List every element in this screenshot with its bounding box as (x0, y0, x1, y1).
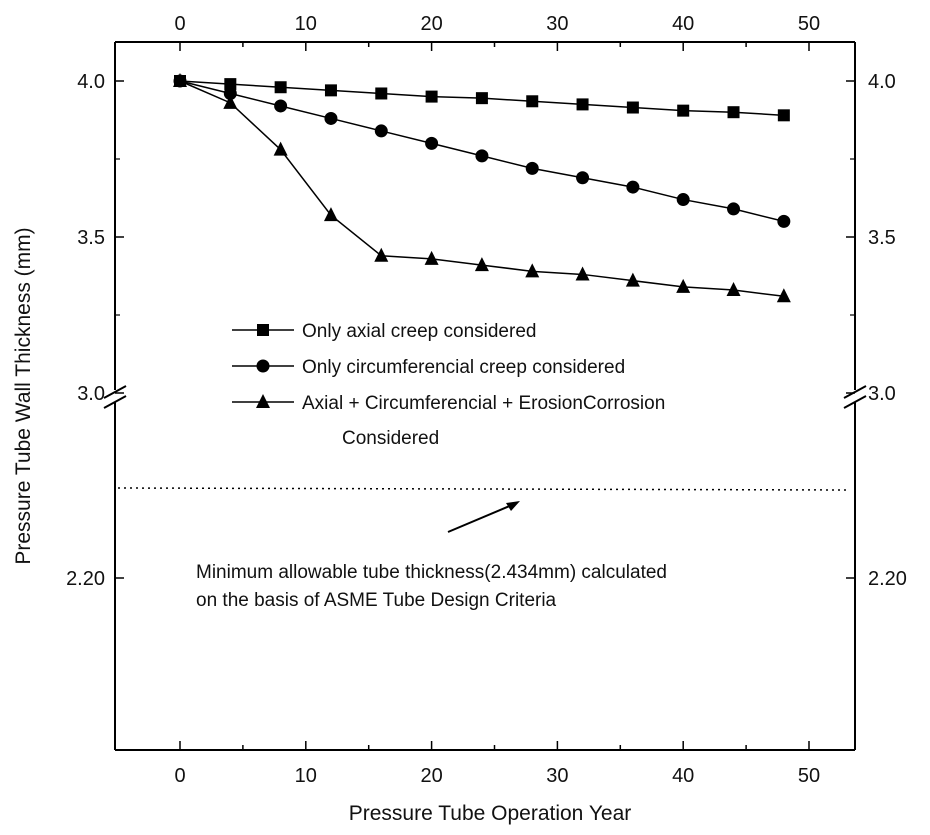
data-point-circle (626, 180, 640, 194)
y-tick-label-right: 3.5 (868, 227, 896, 249)
axis-break-right (843, 385, 867, 409)
series-layer (173, 73, 791, 303)
data-point-triangle (525, 263, 540, 278)
minimum-thickness-line (117, 487, 847, 491)
data-point-circle (525, 161, 539, 175)
data-point-triangle (625, 272, 640, 287)
legend-marker-circle (256, 359, 270, 373)
data-point-square (626, 101, 639, 114)
axis-break-left (103, 385, 127, 409)
data-point-square (375, 87, 388, 100)
data-point-circle (324, 111, 338, 125)
legend: Only axial creep considered Only circumf… (232, 321, 665, 449)
data-point-square (677, 104, 690, 117)
x-tick-label-bottom: 0 (174, 765, 185, 787)
data-point-circle (274, 99, 288, 113)
data-point-triangle (474, 257, 489, 272)
x-tick-label-bottom: 20 (420, 765, 442, 787)
legend-item-circumferencial: Only circumferencial creep considered (232, 357, 625, 378)
legend-label-axial: Only axial creep considered (302, 321, 536, 342)
data-point-triangle (676, 278, 691, 293)
x-tick-label-bottom: 50 (798, 765, 820, 787)
data-point-triangle (575, 266, 590, 281)
data-point-triangle (424, 250, 439, 265)
y-tick-label-left: 2.20 (66, 568, 105, 590)
data-point-square (475, 92, 488, 105)
data-point-square (324, 84, 337, 97)
y-tick-label-left: 4.0 (77, 71, 105, 93)
x-tick-label-top: 50 (798, 13, 820, 35)
plot-frame (103, 41, 867, 751)
data-point-circle (676, 193, 690, 207)
data-point-circle (475, 149, 489, 163)
data-point-circle (374, 124, 388, 138)
data-point-triangle (173, 73, 187, 87)
axis-ticks (115, 42, 855, 750)
x-tick-label-top: 10 (295, 13, 317, 35)
data-point-triangle (273, 141, 288, 156)
legend-marker-square (257, 324, 269, 336)
y-tick-label-right: 3.0 (868, 383, 896, 405)
data-point-circle (223, 86, 237, 100)
data-point-square (224, 78, 237, 91)
x-tick-label-bottom: 10 (295, 765, 317, 787)
legend-item-combined: Axial + Circumferencial + ErosionCorrosi… (232, 393, 665, 449)
annotation-line-2: on the basis of ASME Tube Design Criteri… (196, 590, 557, 611)
x-axis-title: Pressure Tube Operation Year (349, 802, 632, 825)
data-point-square (425, 90, 438, 103)
legend-label-combined-line2: Considered (342, 428, 439, 449)
legend-label-combined: Axial + Circumferencial + ErosionCorrosi… (302, 393, 665, 414)
data-point-triangle (726, 282, 741, 297)
legend-marker-triangle (256, 394, 270, 408)
data-point-triangle (776, 288, 791, 303)
data-point-triangle (323, 207, 338, 222)
data-point-square (576, 98, 589, 111)
data-point-square (274, 81, 287, 94)
data-point-square (526, 95, 539, 108)
annotation-arrow (447, 501, 520, 533)
data-point-triangle (374, 247, 389, 262)
data-point-circle (425, 136, 439, 150)
data-point-square (777, 109, 790, 122)
annotation-arrow-shaft (447, 504, 513, 533)
y-tick-label-right: 4.0 (868, 71, 896, 93)
tick-labels: 0 0 10 10 20 20 30 30 40 40 50 50 4.0 4.0 3.5 3.5 3.0 3.0… (66, 13, 907, 787)
data-point-triangle (223, 94, 238, 109)
annotation-line-1: Minimum allowable tube thickness(2.434mm… (196, 562, 667, 583)
x-tick-label-top: 30 (546, 13, 568, 35)
x-tick-label-bottom: 30 (546, 765, 568, 787)
x-tick-label-top: 20 (420, 13, 442, 35)
annotation-arrow-head (506, 501, 520, 511)
data-point-circle (576, 171, 590, 185)
y-tick-label-right: 2.20 (868, 568, 907, 590)
data-point-circle (777, 214, 791, 228)
y-tick-label-left: 3.0 (77, 383, 105, 405)
y-tick-label-left: 3.5 (77, 227, 105, 249)
data-point-square (727, 106, 740, 119)
legend-item-axial: Only axial creep considered (232, 321, 536, 342)
x-tick-label-top: 0 (174, 13, 185, 35)
data-point-circle (727, 202, 741, 216)
y-axis-title: Pressure Tube Wall Thickness (mm) (12, 227, 35, 564)
x-tick-label-bottom: 40 (672, 765, 694, 787)
x-tick-label-top: 40 (672, 13, 694, 35)
legend-label-circumferencial: Only circumferencial creep considered (302, 357, 625, 378)
